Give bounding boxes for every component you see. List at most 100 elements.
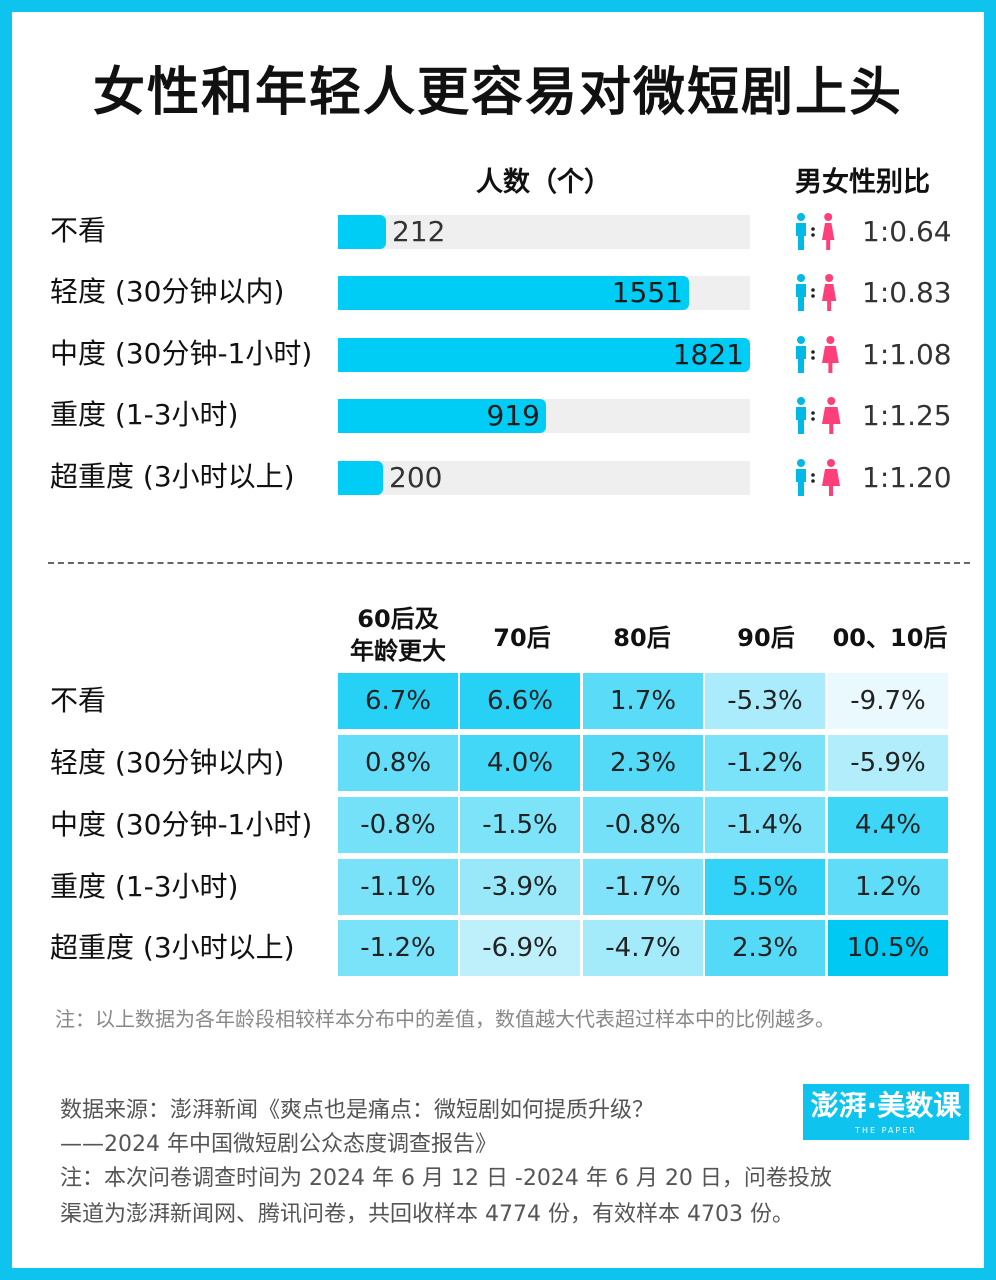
male-icon-body <box>796 284 806 311</box>
ratio-colon-dot <box>811 227 815 231</box>
male-icon-head <box>797 274 805 282</box>
gender-ratio-icon <box>796 274 837 311</box>
ratio-colon-dot <box>811 411 815 415</box>
heatmap-row-label: 轻度 (30分钟以内) <box>50 746 285 779</box>
bar-track: 1821 <box>338 338 750 372</box>
heatmap-cell: 2.3% <box>705 920 825 976</box>
gender-ratio-value: 1:1.20 <box>862 461 952 494</box>
heatmap-cell: -4.7% <box>583 920 703 976</box>
ratio-colon-dot <box>811 356 815 360</box>
heatmap-cell: 4.0% <box>460 735 580 791</box>
female-icon-body <box>822 346 839 373</box>
gender-ratio-value: 1:0.83 <box>862 276 952 309</box>
male-icon-head <box>797 213 805 221</box>
bar-row-label: 轻度 (30分钟以内) <box>50 275 285 308</box>
female-icon-body <box>822 284 837 311</box>
gender-ratio-icon <box>796 459 840 496</box>
heatmap-cell: 10.5% <box>828 920 948 976</box>
source-line-4: 渠道为澎湃新闻网、腾讯问卷，共回收样本 4774 份，有效样本 4703 份。 <box>60 1202 794 1227</box>
heatmap-note: 注：以上数据为各年龄段相较样本分布中的差值，数值越大代表超过样本中的比例越多。 <box>55 1007 835 1031</box>
heatmap-cell: 1.7% <box>583 673 703 729</box>
source-line-3: 注：本次问卷调查时间为 2024 年 6 月 12 日 -2024 年 6 月 … <box>60 1166 832 1191</box>
heatmap-cell: -1.2% <box>705 735 825 791</box>
bar-value-label: 1551 <box>611 276 683 309</box>
heatmap-row-label: 重度 (1-3小时) <box>50 870 239 903</box>
bar-value-label: 200 <box>389 461 443 494</box>
bar <box>338 338 750 372</box>
bar-value-label: 212 <box>392 215 446 248</box>
heatmap-cell: -1.7% <box>583 859 703 915</box>
ratio-colon-dot <box>811 479 815 483</box>
heatmap-cell: -1.5% <box>460 797 580 853</box>
male-icon-head <box>797 459 805 467</box>
male-icon-body <box>796 469 806 496</box>
gender-ratio-icon-wrap <box>792 458 844 498</box>
female-icon-body <box>822 469 840 496</box>
section-divider <box>48 562 970 564</box>
female-icon-head <box>827 397 836 405</box>
ratio-colon-dot <box>811 233 815 237</box>
heatmap-cell: -9.7% <box>828 673 948 729</box>
heatmap-cell: 0.8% <box>338 735 458 791</box>
male-icon-body <box>796 407 806 434</box>
heatmap-cell: -6.9% <box>460 920 580 976</box>
heatmap-column-header: 70后 <box>493 624 551 652</box>
heatmap-row-label: 不看 <box>50 684 107 717</box>
heatmap-cell: -0.8% <box>583 797 703 853</box>
bar-track: 212 <box>338 215 750 249</box>
gender-ratio-icon <box>796 336 839 373</box>
female-icon-head <box>824 213 833 221</box>
bar <box>338 399 546 433</box>
ratio-colon-dot <box>811 417 815 421</box>
heatmap-column-header: 00、10后 <box>832 624 948 652</box>
ratio-colon-dot <box>811 288 815 292</box>
gender-ratio-icon-wrap <box>792 273 844 313</box>
female-icon-head <box>827 459 835 467</box>
ratio-colon-dot <box>811 473 815 477</box>
heatmap-column-header: 60后及 年龄更大 <box>350 605 446 665</box>
gender-ratio-value: 1:1.08 <box>862 338 952 371</box>
male-icon-head <box>797 336 805 344</box>
heatmap-cell: 4.4% <box>828 797 948 853</box>
bar <box>338 461 383 495</box>
heatmap-cell: 6.7% <box>338 673 458 729</box>
male-icon-body <box>796 346 806 373</box>
source-line-2: ——2024 年中国微短剧公众态度调查报告》 <box>60 1132 497 1157</box>
logo: 澎湃·美数课 THE PAPER <box>803 1084 969 1140</box>
heatmap-cell: 5.5% <box>705 859 825 915</box>
heatmap-cell: -5.3% <box>705 673 825 729</box>
bar-value-label: 1821 <box>672 338 744 371</box>
male-icon-head <box>797 397 805 405</box>
bar <box>338 215 386 249</box>
female-icon-head <box>825 274 834 282</box>
heatmap-column-header: 90后 <box>737 624 795 652</box>
heatmap-row-label: 超重度 (3小时以上) <box>50 931 295 964</box>
female-icon-head <box>826 336 835 344</box>
bar-value-label: 919 <box>486 399 540 432</box>
heatmap-row-label: 中度 (30分钟-1小时) <box>50 808 313 841</box>
gender-ratio-icon-wrap <box>792 212 844 252</box>
bar-row-label: 重度 (1-3小时) <box>50 398 239 431</box>
gender-ratio-icon <box>796 397 841 434</box>
gender-ratio-icon-wrap <box>792 396 844 436</box>
logo-text: 澎湃·美数课 <box>810 1089 962 1122</box>
male-icon-body <box>796 223 806 250</box>
heatmap-cell: -0.8% <box>338 797 458 853</box>
bar <box>338 276 689 310</box>
heatmap-cell: 1.2% <box>828 859 948 915</box>
female-icon-body <box>822 407 841 434</box>
heatmap-cell: -1.4% <box>705 797 825 853</box>
heatmap-cell: -5.9% <box>828 735 948 791</box>
gender-ratio-value: 1:1.25 <box>862 399 952 432</box>
bar-track: 1551 <box>338 276 750 310</box>
ratio-colon-dot <box>811 294 815 298</box>
bar-row-label: 不看 <box>50 214 107 247</box>
bar-track: 200 <box>338 461 750 495</box>
gender-ratio-value: 1:0.64 <box>862 215 952 248</box>
bar-track: 919 <box>338 399 750 433</box>
bar-row-label: 中度 (30分钟-1小时) <box>50 337 313 370</box>
logo-subtext: THE PAPER <box>855 1126 917 1135</box>
heatmap-column-header: 80后 <box>613 624 671 652</box>
ratio-colon-dot <box>811 350 815 354</box>
